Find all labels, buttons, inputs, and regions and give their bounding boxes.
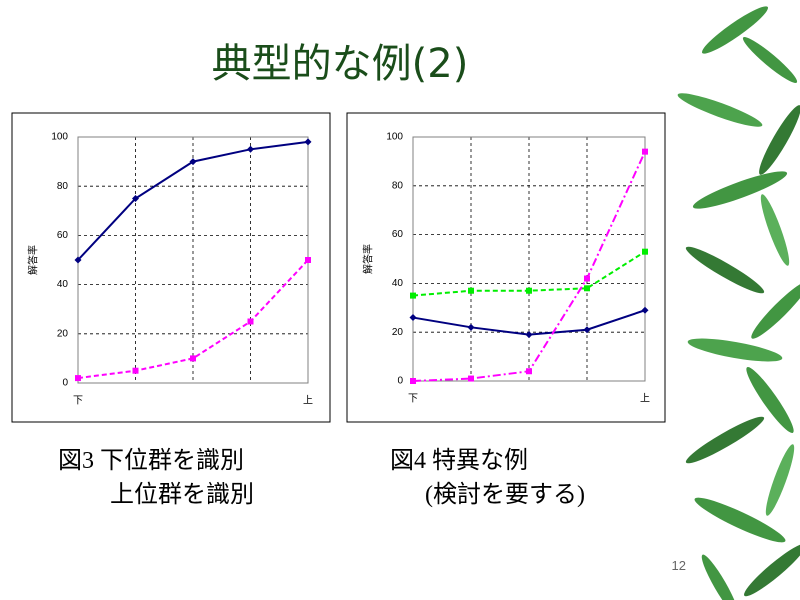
point-marker — [74, 256, 82, 264]
y-tick-label: 100 — [51, 132, 68, 143]
y-tick-label: 20 — [392, 327, 404, 338]
x-tick-label: 上 — [640, 393, 650, 405]
point-marker — [410, 378, 416, 384]
point-marker — [525, 331, 533, 339]
point-marker — [584, 275, 590, 282]
y-tick-label: 80 — [57, 181, 69, 192]
point-marker — [75, 375, 81, 382]
point-marker — [641, 306, 649, 314]
point-marker — [642, 148, 648, 155]
plot-area — [412, 136, 646, 382]
caption: 図4 特異な例 — [390, 447, 528, 474]
slide-title: 典型的な例(2) — [212, 41, 469, 87]
point-marker — [583, 326, 591, 334]
x-tick-label: 下 — [408, 394, 418, 405]
bamboo-decoration — [677, 0, 800, 600]
point-marker — [642, 248, 648, 255]
point-marker — [584, 285, 590, 292]
caption: 上位群を識別 — [110, 481, 254, 508]
x-tick-label: 上 — [303, 395, 313, 407]
chart-frame — [346, 112, 666, 423]
point-marker — [304, 138, 312, 146]
y-tick-label: 0 — [397, 376, 403, 387]
chart-frame — [11, 112, 331, 423]
y-tick-label: 60 — [57, 230, 69, 241]
point-marker — [409, 314, 417, 322]
caption: (検討を要する) — [425, 481, 585, 508]
point-marker — [305, 257, 311, 263]
point-marker — [132, 195, 139, 202]
point-marker — [526, 368, 532, 375]
point-marker — [467, 323, 475, 331]
point-marker — [468, 375, 474, 382]
point-marker — [468, 287, 474, 294]
y-tick-label: 80 — [392, 180, 404, 191]
y-axis-label: 解答率 — [27, 245, 40, 275]
y-tick-label: 60 — [392, 229, 404, 240]
point-marker — [189, 158, 197, 166]
y-tick-label: 0 — [62, 378, 68, 389]
point-marker — [190, 355, 196, 362]
y-tick-label: 40 — [57, 279, 69, 290]
y-axis-label: 解答率 — [362, 244, 375, 274]
caption: 図3 下位群を識別 — [58, 447, 244, 474]
x-tick-label: 下 — [73, 396, 83, 407]
point-marker — [247, 145, 254, 153]
point-marker — [132, 367, 139, 374]
page-number: 12 — [672, 558, 686, 573]
point-marker — [526, 287, 532, 294]
point-marker — [247, 318, 254, 325]
y-tick-label: 20 — [57, 328, 69, 339]
y-tick-label: 100 — [386, 132, 403, 143]
y-tick-label: 40 — [392, 278, 404, 289]
point-marker — [410, 292, 416, 299]
